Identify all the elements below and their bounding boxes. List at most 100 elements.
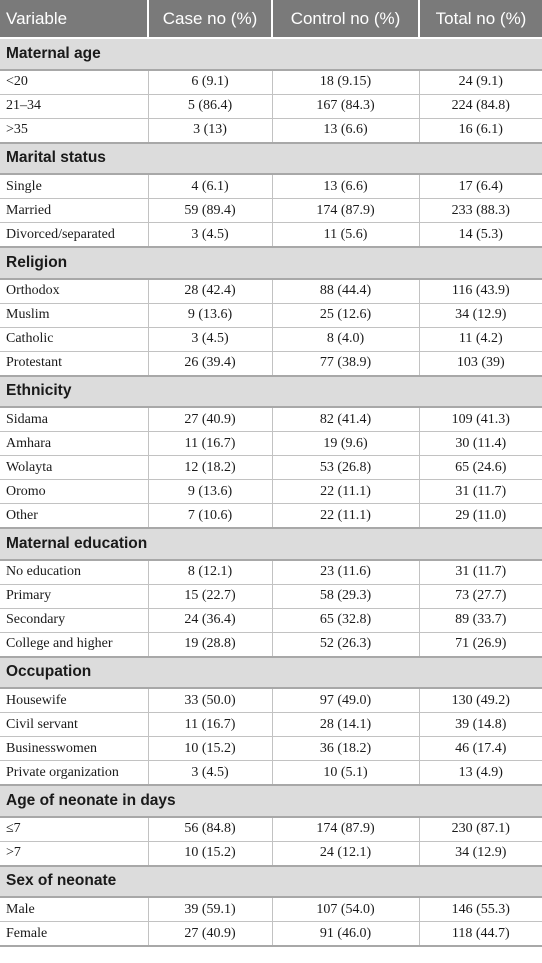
case-cell: 10 (15.2) [148, 841, 273, 867]
case-cell: 19 (28.8) [148, 632, 273, 658]
table-row: >7 10 (15.2) 24 (12.1) 34 (12.9) [0, 841, 542, 867]
table-row: Wolayta 12 (18.2) 53 (26.8) 65 (24.6) [0, 455, 542, 480]
header-variable: Variable [0, 0, 149, 39]
case-cell: 9 (13.6) [148, 479, 273, 504]
control-cell: 82 (41.4) [272, 407, 420, 432]
table-row: Private organization 3 (4.5) 10 (5.1) 13 (4… [0, 760, 542, 786]
control-cell: 52 (26.3) [272, 632, 420, 658]
control-cell: 22 (11.1) [272, 503, 420, 529]
variable-cell: ≤7 [0, 816, 149, 842]
table-row: Female 27 (40.9) 91 (46.0) 118 (44.7) [0, 921, 542, 947]
table-row: >35 3 (13) 13 (6.6) 16 (6.1) [0, 118, 542, 144]
control-cell: 53 (26.8) [272, 455, 420, 480]
total-cell: 65 (24.6) [419, 455, 542, 480]
variable-cell: 21–34 [0, 94, 149, 119]
section-title: Religion [0, 246, 542, 280]
table-row: Divorced/separated 3 (4.5) 11 (5.6) 14 (5.3… [0, 222, 542, 248]
section-row: Maternal age [0, 37, 542, 71]
case-cell: 28 (42.4) [148, 278, 273, 304]
variable-cell: Sidama [0, 407, 149, 432]
control-cell: 88 (44.4) [272, 278, 420, 304]
table-row: Oromo 9 (13.6) 22 (11.1) 31 (11.7) [0, 479, 542, 504]
total-cell: 146 (55.3) [419, 897, 542, 922]
table-row: No education 8 (12.1) 23 (11.6) 31 (11.7) [0, 559, 542, 585]
table-row: Housewife 33 (50.0) 97 (49.0) 130 (49.2) [0, 688, 542, 713]
variable-cell: Catholic [0, 327, 149, 352]
section-title: Age of neonate in days [0, 784, 542, 818]
control-cell: 10 (5.1) [272, 760, 420, 786]
section-row: Religion [0, 246, 542, 280]
case-cell: 7 (10.6) [148, 503, 273, 529]
variable-cell: Secondary [0, 608, 149, 633]
variable-cell: >35 [0, 118, 149, 144]
control-cell: 8 (4.0) [272, 327, 420, 352]
section-row: Sex of neonate [0, 864, 542, 898]
total-cell: 11 (4.2) [419, 327, 542, 352]
table-row: Sidama 27 (40.9) 82 (41.4) 109 (41.3) [0, 407, 542, 432]
total-cell: 31 (11.7) [419, 559, 542, 585]
total-cell: 13 (4.9) [419, 760, 542, 786]
table-body: Maternal age <20 6 (9.1) 18 (9.15) 24 (9.1) 2… [0, 37, 542, 947]
case-cell: 27 (40.9) [148, 407, 273, 432]
total-cell: 34 (12.9) [419, 841, 542, 867]
variable-cell: Oromo [0, 479, 149, 504]
table-row: College and higher 19 (28.8) 52 (26.3) 71 (… [0, 632, 542, 658]
table-row: Single 4 (6.1) 13 (6.6) 17 (6.4) [0, 174, 542, 199]
table-header: Variable Case no (%) Control no (%) Tota… [0, 0, 542, 39]
control-cell: 167 (84.3) [272, 94, 420, 119]
total-cell: 16 (6.1) [419, 118, 542, 144]
case-cell: 33 (50.0) [148, 688, 273, 713]
control-cell: 19 (9.6) [272, 431, 420, 456]
table-row: Orthodox 28 (42.4) 88 (44.4) 116 (43.9) [0, 278, 542, 304]
total-cell: 89 (33.7) [419, 608, 542, 633]
section-row: Age of neonate in days [0, 784, 542, 818]
section-row: Ethnicity [0, 374, 542, 408]
total-cell: 116 (43.9) [419, 278, 542, 304]
table-row: Secondary 24 (36.4) 65 (32.8) 89 (33.7) [0, 608, 542, 633]
total-cell: 130 (49.2) [419, 688, 542, 713]
case-cell: 3 (4.5) [148, 760, 273, 786]
control-cell: 25 (12.6) [272, 303, 420, 328]
table-row: <20 6 (9.1) 18 (9.15) 24 (9.1) [0, 69, 542, 95]
variable-cell: Protestant [0, 351, 149, 377]
table-row: Male 39 (59.1) 107 (54.0) 146 (55.3) [0, 897, 542, 922]
total-cell: 17 (6.4) [419, 174, 542, 199]
case-cell: 3 (13) [148, 118, 273, 144]
header-row: Variable Case no (%) Control no (%) Tota… [0, 0, 542, 39]
control-cell: 28 (14.1) [272, 712, 420, 737]
variable-cell: Other [0, 503, 149, 529]
table-row: Primary 15 (22.7) 58 (29.3) 73 (27.7) [0, 584, 542, 609]
case-cell: 10 (15.2) [148, 736, 273, 761]
control-cell: 36 (18.2) [272, 736, 420, 761]
total-cell: 109 (41.3) [419, 407, 542, 432]
section-title: Maternal age [0, 37, 542, 71]
variable-cell: Private organization [0, 760, 149, 786]
table-row: 21–34 5 (86.4) 167 (84.3) 224 (84.8) [0, 94, 542, 119]
control-cell: 22 (11.1) [272, 479, 420, 504]
table-row: Muslim 9 (13.6) 25 (12.6) 34 (12.9) [0, 303, 542, 328]
variable-cell: Single [0, 174, 149, 199]
total-cell: 31 (11.7) [419, 479, 542, 504]
section-title: Sex of neonate [0, 864, 542, 898]
section-title: Marital status [0, 141, 542, 175]
section-title: Ethnicity [0, 374, 542, 408]
table-row: Other 7 (10.6) 22 (11.1) 29 (11.0) [0, 503, 542, 529]
variable-cell: Civil servant [0, 712, 149, 737]
total-cell: 71 (26.9) [419, 632, 542, 658]
section-row: Occupation [0, 655, 542, 689]
table-row: Businesswomen 10 (15.2) 36 (18.2) 46 (17.4) [0, 736, 542, 761]
variable-cell: College and higher [0, 632, 149, 658]
header-control: Control no (%) [272, 0, 420, 39]
table-row: Catholic 3 (4.5) 8 (4.0) 11 (4.2) [0, 327, 542, 352]
case-cell: 6 (9.1) [148, 69, 273, 95]
total-cell: 39 (14.8) [419, 712, 542, 737]
section-row: Maternal education [0, 527, 542, 561]
variable-cell: Orthodox [0, 278, 149, 304]
control-cell: 107 (54.0) [272, 897, 420, 922]
case-cell: 24 (36.4) [148, 608, 273, 633]
total-cell: 46 (17.4) [419, 736, 542, 761]
control-cell: 77 (38.9) [272, 351, 420, 377]
variable-cell: Divorced/separated [0, 222, 149, 248]
case-cell: 3 (4.5) [148, 222, 273, 248]
